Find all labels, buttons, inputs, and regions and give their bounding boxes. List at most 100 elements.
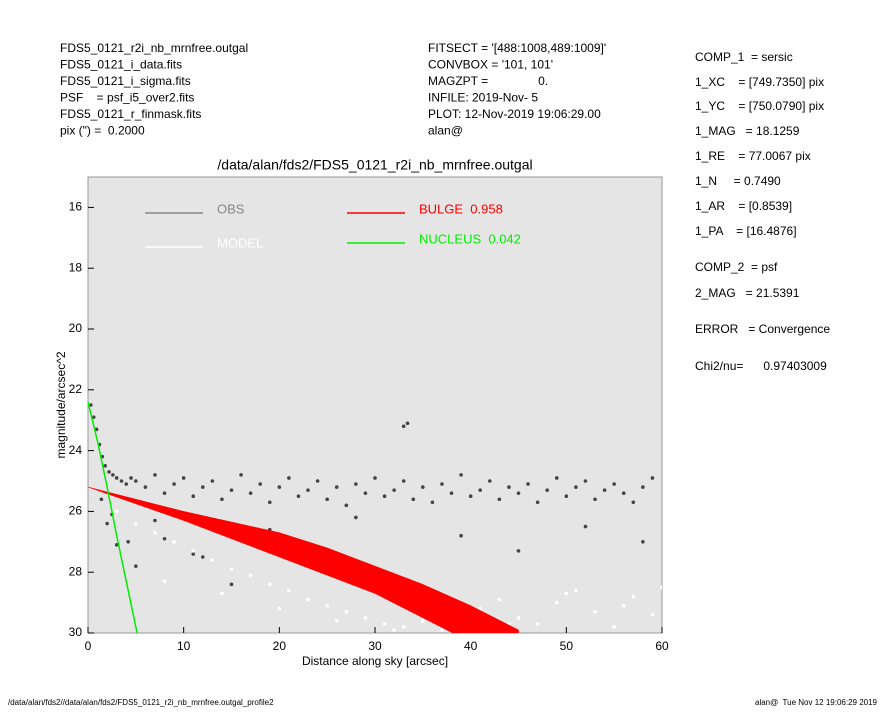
obs-point xyxy=(277,485,282,489)
obs-point xyxy=(554,476,559,480)
obs-point xyxy=(449,491,454,495)
header-center-line: MAGZPT = 0. xyxy=(428,74,548,88)
obs-point xyxy=(210,479,215,483)
parameter-line: ERROR = Convergence xyxy=(695,322,830,336)
obs-point xyxy=(111,473,115,477)
obs-point xyxy=(363,491,368,495)
y-tick-label: 26 xyxy=(69,504,83,518)
obs-point xyxy=(440,482,444,486)
obs-point xyxy=(306,597,310,602)
obs-point xyxy=(143,485,148,489)
obs-point xyxy=(354,482,358,486)
obs-point xyxy=(373,476,377,480)
obs-point xyxy=(220,497,224,502)
obs-point xyxy=(239,473,243,477)
obs-point xyxy=(153,530,157,535)
obs-point xyxy=(172,540,176,544)
footer-right: alan@ Tue Nov 12 19:06:29 2019 xyxy=(755,698,878,707)
plot-area xyxy=(87,176,663,634)
footer-left: /data/alan/fds2//data/alan/fds2/FDS5_012… xyxy=(8,698,274,707)
obs-point xyxy=(103,464,108,468)
parameter-line: COMP_2 = psf xyxy=(695,260,778,274)
y-tick-label: 22 xyxy=(69,382,83,396)
obs-point xyxy=(181,476,186,480)
x-tick-label: 10 xyxy=(177,639,191,653)
obs-point xyxy=(621,603,626,608)
y-tick-label: 20 xyxy=(69,321,83,335)
parameter-line: 1_N = 0.7490 xyxy=(695,174,781,188)
obs-point xyxy=(574,588,578,593)
header-left-line: FDS5_0121_i_data.fits xyxy=(60,58,182,72)
obs-point xyxy=(229,488,234,492)
obs-point xyxy=(392,628,396,632)
obs-point xyxy=(229,582,234,587)
obs-point xyxy=(459,473,463,477)
parameter-line: Chi2/nu= 0.97403009 xyxy=(695,359,827,373)
obs-point xyxy=(325,603,329,608)
obs-point xyxy=(229,567,234,571)
obs-point xyxy=(107,470,111,474)
obs-point xyxy=(401,625,406,629)
obs-point xyxy=(631,594,636,599)
obs-point xyxy=(650,612,655,617)
obs-point xyxy=(210,558,215,562)
obs-point xyxy=(574,485,578,489)
x-tick-label: 40 xyxy=(464,639,478,653)
obs-point xyxy=(516,616,521,620)
obs-point xyxy=(488,479,492,483)
obs-point xyxy=(526,482,530,486)
obs-point xyxy=(344,609,349,614)
obs-point xyxy=(129,476,133,480)
obs-point xyxy=(124,482,129,486)
obs-point xyxy=(468,494,473,499)
obs-point xyxy=(94,427,99,432)
chart-title: /data/alan/fds2/FDS5_0121_r2i_nb_mrnfree… xyxy=(217,157,532,173)
header-center-line: CONVBOX = '101, 101' xyxy=(428,58,553,72)
obs-point xyxy=(621,491,626,495)
obs-point xyxy=(650,476,655,480)
obs-point xyxy=(201,555,205,559)
obs-point xyxy=(497,497,502,502)
obs-point xyxy=(134,521,138,526)
obs-point xyxy=(421,619,425,623)
obs-point xyxy=(382,494,387,499)
obs-point xyxy=(516,491,521,495)
header-left-line: FDS5_0121_r_finmask.fits xyxy=(60,107,201,121)
obs-point xyxy=(583,479,588,483)
plot-marks xyxy=(88,401,662,633)
obs-point xyxy=(334,485,339,489)
obs-point xyxy=(564,591,569,596)
obs-point xyxy=(306,488,310,492)
obs-point xyxy=(382,622,387,626)
obs-point xyxy=(191,494,196,499)
obs-point xyxy=(153,518,157,523)
obs-point xyxy=(478,606,483,611)
x-tick-label: 0 xyxy=(85,639,92,653)
obs-point xyxy=(401,479,406,483)
obs-point xyxy=(612,625,616,629)
obs-point xyxy=(267,500,272,505)
parameter-line: 1_PA = [16.4876] xyxy=(695,224,797,238)
parameter-line: 1_XC = [749.7350] pix xyxy=(695,75,824,89)
y-tick-label: 18 xyxy=(69,260,83,274)
obs-point xyxy=(344,503,349,508)
x-tick-label: 50 xyxy=(560,639,574,653)
obs-point xyxy=(392,488,396,492)
header-left-line: pix (") = 0.2000 xyxy=(60,124,145,138)
obs-point xyxy=(258,482,263,486)
obs-point xyxy=(191,549,196,553)
legend-label: BULGE 0.958 xyxy=(419,201,503,216)
obs-point xyxy=(405,421,410,426)
obs-point xyxy=(114,476,119,480)
obs-point xyxy=(401,424,406,429)
obs-point xyxy=(162,536,167,541)
obs-point xyxy=(315,479,320,483)
obs-point xyxy=(248,573,253,578)
obs-point xyxy=(172,482,176,486)
parameter-line: 1_AR = [0.8539] xyxy=(695,199,792,213)
obs-point xyxy=(421,485,425,489)
bulge-band xyxy=(88,486,519,633)
obs-point xyxy=(114,543,119,547)
obs-point xyxy=(612,482,616,486)
